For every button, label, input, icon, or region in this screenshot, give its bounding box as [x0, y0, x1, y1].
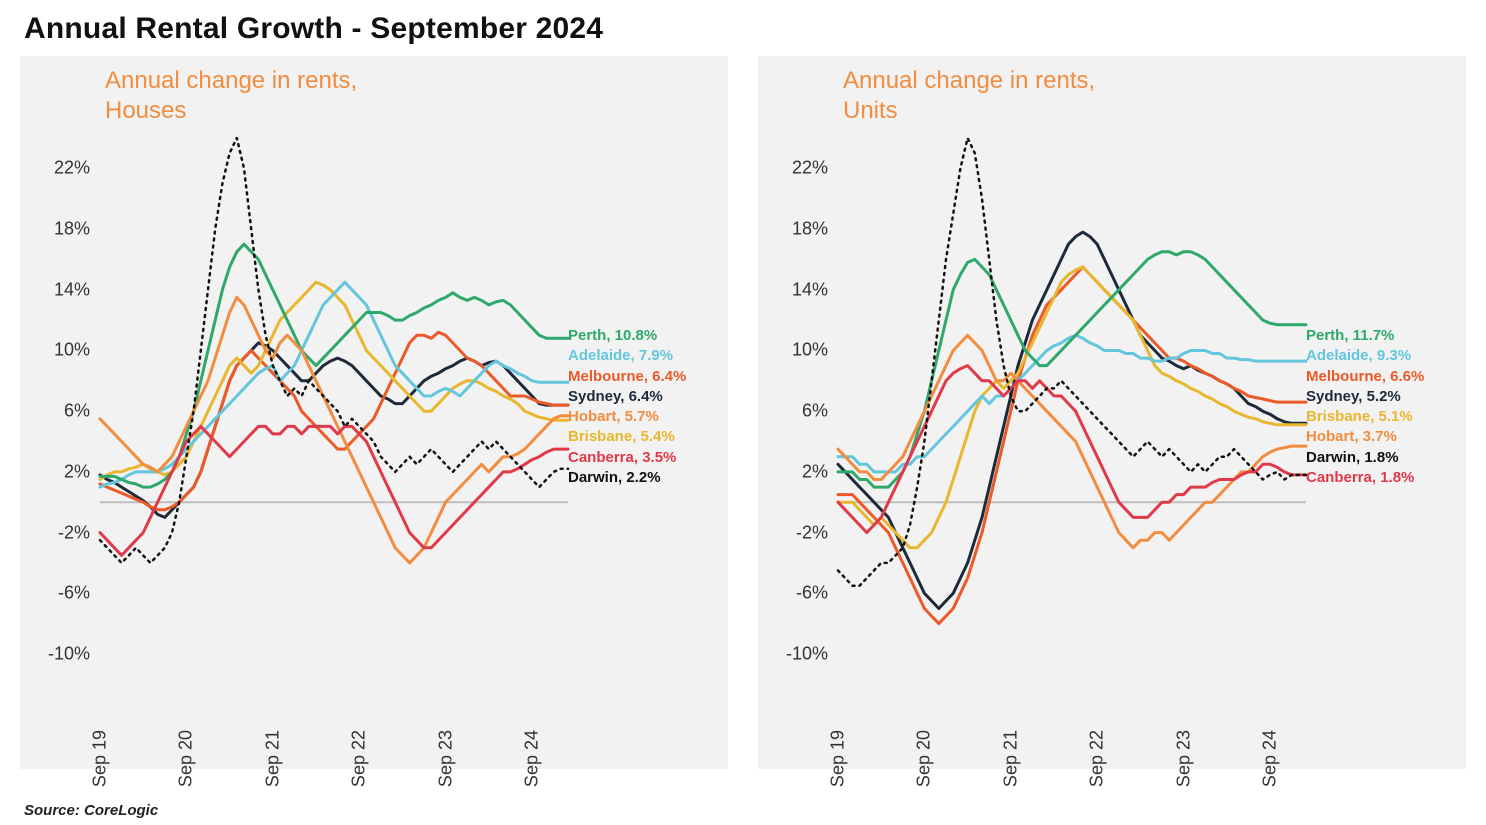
series-darwin — [838, 138, 1306, 586]
y-tick-label: 6% — [802, 401, 828, 422]
y-axis-ticks-units: -10%-6%-2%2%6%10%14%18%22% — [758, 138, 836, 654]
x-tick-label: Sep 22 — [349, 730, 370, 787]
y-tick-label: 22% — [54, 158, 90, 179]
y-tick-label: 2% — [802, 461, 828, 482]
y-tick-label: -2% — [58, 522, 90, 543]
series-darwin — [100, 138, 568, 563]
series-hobart — [838, 335, 1306, 548]
legend-item-brisbane: Brisbane, 5.1% — [1306, 407, 1462, 427]
x-tick-label: Sep 21 — [1000, 730, 1021, 787]
y-tick-label: 22% — [792, 158, 828, 179]
y-tick-label: -10% — [48, 644, 90, 665]
source-text: Source: CoreLogic — [24, 802, 158, 819]
y-tick-label: -6% — [796, 583, 828, 604]
x-tick-label: Sep 20 — [914, 730, 935, 787]
x-tick-label: Sep 24 — [1260, 730, 1281, 787]
legend-item-hobart: Hobart, 3.7% — [1306, 427, 1462, 447]
y-tick-label: 2% — [64, 461, 90, 482]
plot-units-svg — [838, 138, 1306, 654]
legend-item-adelaide: Adelaide, 9.3% — [1306, 346, 1462, 366]
panel-houses: Annual change in rents, Houses -10% -6% -2… — [20, 56, 728, 769]
legend-item-sydney: Sydney, 6.4% — [568, 387, 724, 407]
x-axis-ticks-houses: Sep 19Sep 20Sep 21Sep 22Sep 23Sep 24 — [100, 659, 568, 769]
x-tick-label: Sep 21 — [262, 730, 283, 787]
legend-item-adelaide: Adelaide, 7.9% — [568, 346, 724, 366]
series-adelaide — [838, 335, 1306, 472]
panel-houses-title: Annual change in rents, Houses — [105, 66, 357, 126]
panel-units: Annual change in rents, Units -10% -6% -2%… — [758, 56, 1466, 769]
y-tick-label: -2% — [796, 522, 828, 543]
plot-units — [838, 138, 1306, 654]
x-tick-label: Sep 24 — [522, 730, 543, 787]
plot-houses-svg — [100, 138, 568, 654]
x-tick-label: Sep 23 — [435, 730, 456, 787]
legend-item-canberra: Canberra, 3.5% — [568, 448, 724, 468]
legend-item-perth: Perth, 11.7% — [1306, 326, 1462, 346]
plot-houses — [100, 138, 568, 654]
panels-row: Annual change in rents, Houses -10% -6% -2… — [20, 56, 1466, 769]
y-tick-label: -10% — [786, 644, 828, 665]
x-axis-ticks-units: Sep 19Sep 20Sep 21Sep 22Sep 23Sep 24 — [838, 659, 1306, 769]
legend-item-darwin: Darwin, 1.8% — [1306, 448, 1462, 468]
y-tick-label: 10% — [792, 340, 828, 361]
x-tick-label: Sep 23 — [1173, 730, 1194, 787]
x-tick-label: Sep 20 — [176, 730, 197, 787]
y-tick-label: 18% — [792, 219, 828, 240]
legend-item-brisbane: Brisbane, 5.4% — [568, 427, 724, 447]
y-tick-label: -6% — [58, 583, 90, 604]
y-tick-label: 18% — [54, 219, 90, 240]
panel-units-title: Annual change in rents, Units — [843, 66, 1095, 126]
legend-item-canberra: Canberra, 1.8% — [1306, 468, 1462, 488]
legend-houses: Perth, 10.8%Adelaide, 7.9%Melbourne, 6.4… — [568, 326, 724, 488]
legend-units: Perth, 11.7%Adelaide, 9.3%Melbourne, 6.6… — [1306, 326, 1462, 488]
y-tick-label: 14% — [792, 279, 828, 300]
y-tick-label: 14% — [54, 279, 90, 300]
legend-item-perth: Perth, 10.8% — [568, 326, 724, 346]
page-title: Annual Rental Growth - September 2024 — [24, 12, 1466, 46]
x-tick-label: Sep 19 — [828, 730, 849, 787]
y-tick-label: 6% — [64, 401, 90, 422]
legend-item-sydney: Sydney, 5.2% — [1306, 387, 1462, 407]
legend-item-melbourne: Melbourne, 6.4% — [568, 367, 724, 387]
x-tick-label: Sep 19 — [90, 730, 111, 787]
series-sydney — [838, 232, 1306, 608]
series-perth — [100, 244, 568, 487]
series-perth — [838, 252, 1306, 487]
legend-item-darwin: Darwin, 2.2% — [568, 468, 724, 488]
y-axis-ticks-houses: -10%-6%-2%2%6%10%14%18%22% — [20, 138, 98, 654]
y-tick-label: 10% — [54, 340, 90, 361]
legend-item-hobart: Hobart, 5.7% — [568, 407, 724, 427]
legend-item-melbourne: Melbourne, 6.6% — [1306, 367, 1462, 387]
x-tick-label: Sep 22 — [1087, 730, 1108, 787]
